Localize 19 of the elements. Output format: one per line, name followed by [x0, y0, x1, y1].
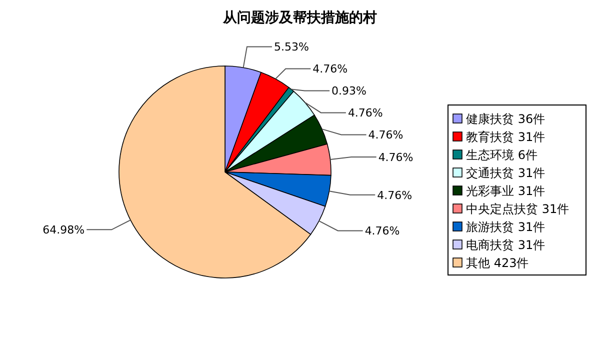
data-label: 0.93%	[332, 84, 367, 98]
legend-label: 电商扶贫 31件	[466, 238, 546, 252]
data-label: 5.53%	[274, 40, 309, 54]
legend-label: 光彩事业 31件	[466, 184, 546, 198]
legend-label: 健康扶贫 36件	[466, 112, 546, 126]
data-label: 4.76%	[378, 151, 414, 164]
legend-label: 生态环境 6件	[466, 148, 538, 162]
data-label: 4.76%	[348, 106, 383, 120]
legend-label: 交通扶贫 31件	[466, 166, 546, 180]
data-label: 4.76%	[368, 128, 404, 142]
data-label: 64.98%	[42, 224, 85, 237]
legend-label: 中央定点扶贫 31件	[466, 202, 570, 216]
data-label: 4.76%	[364, 224, 400, 238]
chart-title: 从问题涉及帮扶措施的村	[222, 10, 377, 26]
data-label: 4.76%	[377, 188, 412, 202]
legend-label: 教育扶贫 31件	[466, 130, 546, 144]
legend-label: 其他 423件	[466, 256, 529, 270]
legend-label: 旅游扶贫 31件	[466, 220, 546, 234]
data-label: 4.76%	[312, 62, 348, 76]
